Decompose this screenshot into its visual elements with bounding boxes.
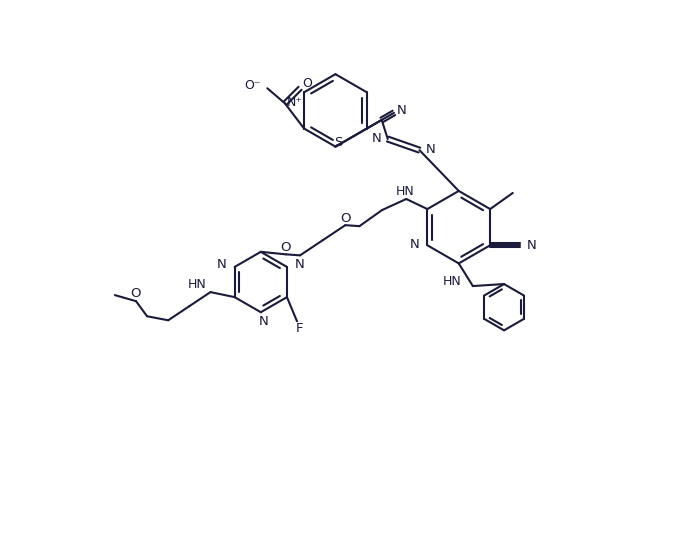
Text: HN: HN [396,185,414,198]
Text: HN: HN [443,275,462,287]
Text: N: N [426,143,436,156]
Text: N: N [371,132,381,145]
Text: O: O [281,241,291,254]
Text: F: F [296,322,303,335]
Text: N⁺: N⁺ [287,96,303,109]
Text: O: O [340,211,351,225]
Text: O⁻: O⁻ [244,79,261,92]
Text: O: O [303,77,312,90]
Text: N: N [410,238,419,251]
Text: N: N [295,259,305,271]
Text: HN: HN [188,278,206,291]
Text: O: O [130,287,141,300]
Text: N: N [259,315,268,328]
Text: N: N [217,259,226,271]
Text: N: N [397,104,406,117]
Text: N: N [526,239,536,252]
Text: S: S [334,136,342,149]
